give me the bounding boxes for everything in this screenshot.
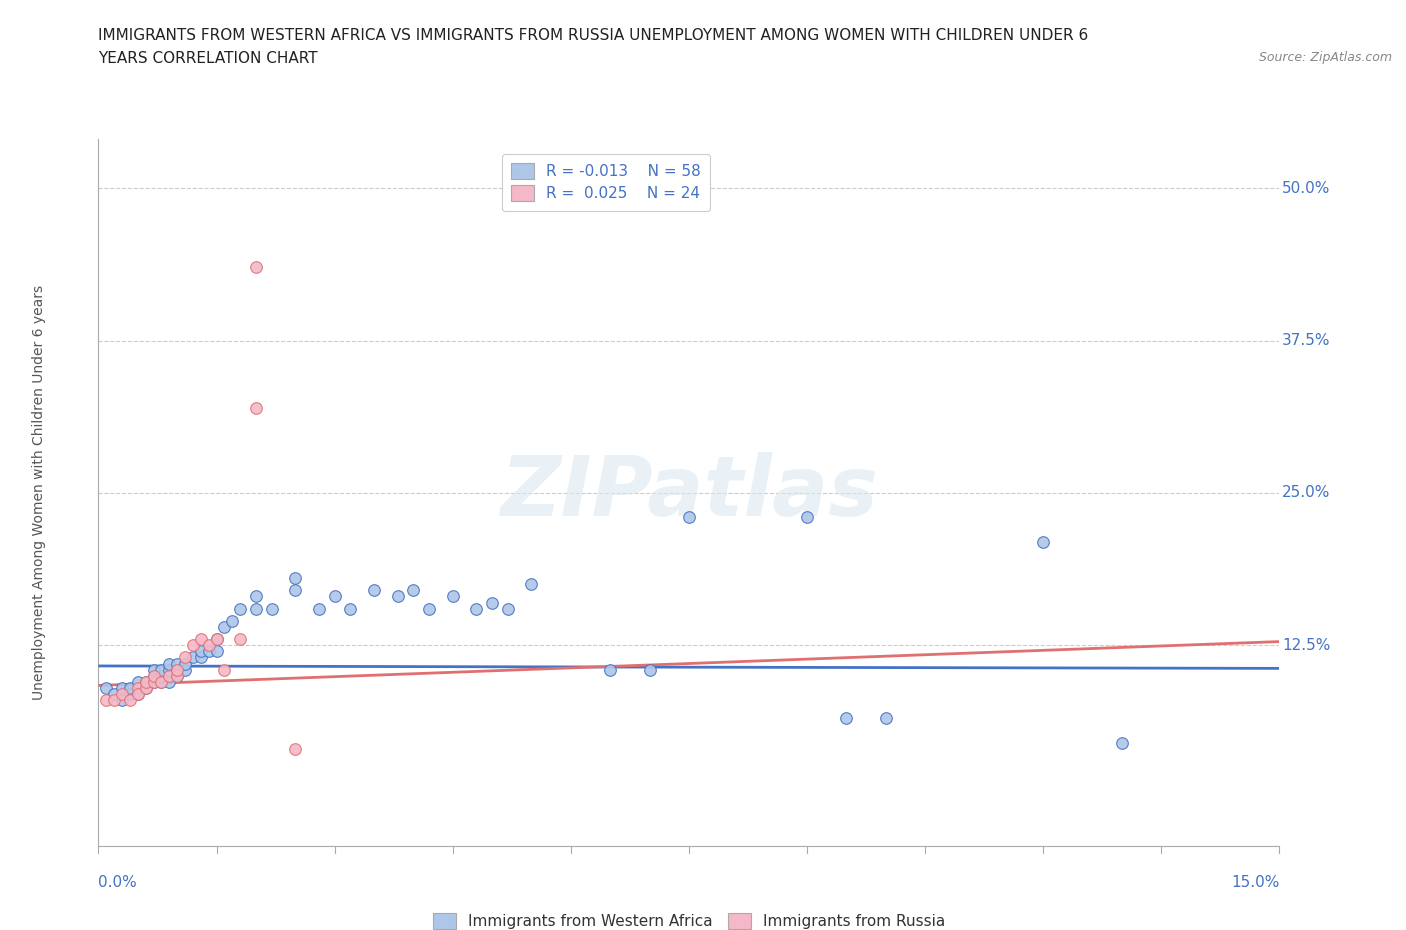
Point: [118, 681, 141, 696]
Point: [205, 631, 228, 646]
Point: [496, 601, 519, 616]
Point: [387, 589, 409, 604]
Point: [190, 644, 212, 658]
Point: [166, 669, 188, 684]
Point: [166, 669, 188, 684]
Point: [142, 662, 165, 677]
Point: [127, 686, 149, 701]
Point: [638, 662, 661, 677]
Point: [142, 669, 165, 684]
Point: [678, 510, 700, 525]
Point: [135, 681, 157, 696]
Point: [111, 686, 134, 701]
Text: 12.5%: 12.5%: [1282, 638, 1330, 653]
Point: [118, 693, 141, 708]
Point: [205, 644, 228, 658]
Point: [214, 662, 236, 677]
Point: [150, 674, 173, 689]
Point: [835, 711, 858, 725]
Point: [135, 674, 157, 689]
Point: [875, 711, 897, 725]
Point: [142, 674, 165, 689]
Text: 25.0%: 25.0%: [1282, 485, 1330, 500]
Point: [284, 571, 307, 586]
Point: [402, 583, 425, 598]
Point: [150, 662, 173, 677]
Point: [150, 669, 173, 684]
Text: YEARS CORRELATION CHART: YEARS CORRELATION CHART: [98, 51, 318, 66]
Point: [284, 583, 307, 598]
Point: [339, 601, 361, 616]
Point: [174, 656, 197, 671]
Point: [245, 601, 267, 616]
Point: [181, 650, 204, 665]
Point: [245, 589, 267, 604]
Point: [197, 638, 219, 653]
Text: 0.0%: 0.0%: [98, 874, 138, 890]
Point: [323, 589, 346, 604]
Text: Source: ZipAtlas.com: Source: ZipAtlas.com: [1258, 51, 1392, 64]
Point: [96, 681, 118, 696]
Point: [1111, 736, 1133, 751]
Point: [135, 674, 157, 689]
Point: [308, 601, 330, 616]
Point: [181, 638, 204, 653]
Point: [796, 510, 818, 525]
Point: [260, 601, 283, 616]
Point: [465, 601, 488, 616]
Point: [103, 686, 125, 701]
Point: [135, 681, 157, 696]
Point: [418, 601, 440, 616]
Point: [111, 693, 134, 708]
Point: [221, 614, 243, 629]
Text: Unemployment Among Women with Children Under 6 years: Unemployment Among Women with Children U…: [32, 286, 46, 700]
Point: [245, 260, 267, 275]
Point: [127, 674, 149, 689]
Text: 50.0%: 50.0%: [1282, 180, 1330, 195]
Point: [214, 619, 236, 634]
Point: [118, 686, 141, 701]
Point: [284, 741, 307, 756]
Point: [150, 674, 173, 689]
Point: [142, 669, 165, 684]
Point: [197, 644, 219, 658]
Point: [481, 595, 503, 610]
Point: [174, 650, 197, 665]
Point: [157, 656, 180, 671]
Point: [520, 577, 543, 591]
Point: [205, 631, 228, 646]
Point: [190, 650, 212, 665]
Point: [166, 662, 188, 677]
Point: [174, 662, 197, 677]
Point: [157, 662, 180, 677]
Point: [441, 589, 464, 604]
Point: [142, 674, 165, 689]
Text: 37.5%: 37.5%: [1282, 333, 1330, 348]
Point: [157, 669, 180, 684]
Point: [127, 681, 149, 696]
Point: [245, 400, 267, 415]
Point: [1032, 534, 1054, 549]
Text: IMMIGRANTS FROM WESTERN AFRICA VS IMMIGRANTS FROM RUSSIA UNEMPLOYMENT AMONG WOME: IMMIGRANTS FROM WESTERN AFRICA VS IMMIGR…: [98, 28, 1088, 43]
Point: [190, 631, 212, 646]
Point: [157, 674, 180, 689]
Text: 15.0%: 15.0%: [1232, 874, 1279, 890]
Point: [127, 686, 149, 701]
Legend: Immigrants from Western Africa, Immigrants from Russia: Immigrants from Western Africa, Immigran…: [426, 907, 952, 930]
Point: [229, 631, 252, 646]
Point: [229, 601, 252, 616]
Text: ZIPatlas: ZIPatlas: [501, 452, 877, 534]
Point: [103, 693, 125, 708]
Point: [599, 662, 621, 677]
Point: [96, 693, 118, 708]
Point: [166, 662, 188, 677]
Point: [111, 681, 134, 696]
Point: [363, 583, 385, 598]
Point: [166, 656, 188, 671]
